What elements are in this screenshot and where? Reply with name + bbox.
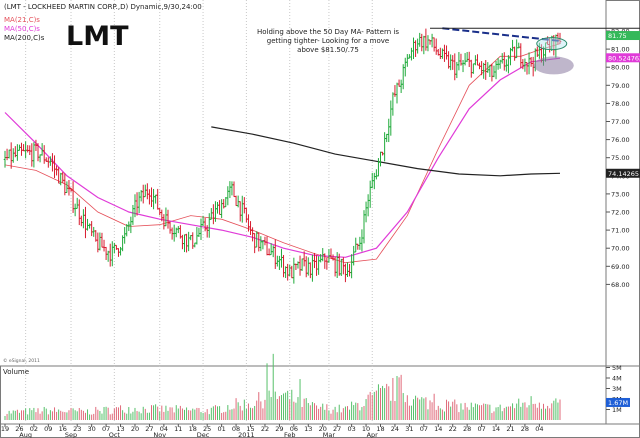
price-badge-label: 74.14265 (608, 170, 639, 178)
moving-averages (4, 43, 561, 264)
month-label: Mar (323, 431, 336, 438)
price-bars (3, 28, 562, 284)
date-tick-label: 04 (535, 425, 543, 433)
ma200-label: MA(200,C)s (4, 34, 45, 42)
date-tick-label: 06 (290, 425, 298, 433)
date-tick-label: 14 (492, 425, 500, 433)
date-tick-label: 27 (145, 425, 153, 433)
date-tick-label: 04 (160, 425, 168, 433)
price-tick-label: 77.00 (611, 118, 630, 126)
date-tick-label: 25 (203, 425, 211, 433)
date-tick-label: 22 (261, 425, 269, 433)
annotation-line-1: Holding above the 50 Day MA- Pattern is (257, 28, 399, 36)
chart-title: (LMT - LOCKHEED MARTIN CORP.,D) Dynamic,… (4, 3, 202, 11)
volume-label: Volume (3, 368, 29, 376)
ma-line-21 (4, 43, 561, 264)
volume-badge-label: 1.67M (608, 399, 628, 407)
price-tick-label: 73.00 (611, 190, 630, 198)
price-badge (606, 53, 640, 63)
date-tick-label: 13 (304, 425, 312, 433)
date-tick-label: 03 (347, 425, 355, 433)
price-tick-label: 80.00 (611, 64, 630, 72)
ma50-label: MA(50,C)s (4, 25, 40, 33)
volume-tick-label: 5M (612, 364, 622, 372)
price-tick-label: 79.00 (611, 82, 630, 90)
volume-tick-label: 4M (612, 375, 622, 383)
date-tick-label: 11 (174, 425, 182, 433)
price-tick-label: 78.00 (611, 100, 630, 108)
month-label: Nov (153, 431, 166, 438)
date-tick-label: 24 (391, 425, 399, 433)
month-label: Apr (367, 431, 379, 438)
price-badge-label: 80.524762 (608, 54, 640, 62)
copyright: © eSignal, 2011 (3, 357, 40, 364)
date-tick-label: 31 (405, 425, 413, 433)
date-tick-label: 18 (189, 425, 197, 433)
price-tick-label: 69.00 (611, 263, 630, 271)
volume-tick-label: 3M (612, 385, 622, 393)
date-tick-label: 26 (15, 425, 23, 433)
ticker-symbol: LMT (66, 21, 129, 52)
date-tick-label: 02 (30, 425, 38, 433)
ma-line-50 (4, 57, 561, 258)
date-tick-label: 01 (217, 425, 225, 433)
price-tick-label: 70.00 (611, 245, 630, 253)
month-label: 2011 (238, 431, 255, 438)
volume-tick-label: 1M (612, 406, 622, 414)
price-tick-label: 72.00 (611, 209, 630, 217)
date-axis: 19 26 02 09 16 23 30 07 13 20 27 04 11 18 25 01 08 15 22 29… (1, 424, 544, 438)
annotation-line-3: above $81.50/.75 (297, 46, 359, 54)
date-tick-label: 18 (376, 425, 384, 433)
month-label: Aug (19, 431, 32, 438)
month-label: Feb (284, 431, 296, 438)
month-label: Sep (65, 431, 77, 438)
date-tick-label: 28 (463, 425, 471, 433)
date-tick-label: 20 (319, 425, 327, 433)
volume-bars (4, 353, 561, 420)
date-tick-label: 07 (477, 425, 485, 433)
ma-support-highlight (533, 56, 574, 75)
date-tick-label: 07 (420, 425, 428, 433)
date-tick-label: 29 (275, 425, 283, 433)
pattern-annotations (442, 27, 574, 75)
date-tick-label: 08 (232, 425, 240, 433)
price-panel (0, 0, 606, 366)
date-tick-label: 16 (59, 425, 67, 433)
price-tick-label: 81.00 (611, 46, 630, 54)
date-tick-label: 27 (333, 425, 341, 433)
price-tick-label: 71.00 (611, 227, 630, 235)
date-tick-label: 07 (102, 425, 110, 433)
volume-badge (606, 397, 630, 407)
price-tick-label: 76.00 (611, 136, 630, 144)
date-tick-label: 23 (73, 425, 81, 433)
date-tick-label: 22 (449, 425, 457, 433)
date-tick-label: 19 (1, 425, 9, 433)
date-tick-label: 13 (116, 425, 124, 433)
date-tick-label: 28 (521, 425, 529, 433)
date-tick-label: 20 (131, 425, 139, 433)
ma-line-200 (211, 126, 561, 177)
month-label: Oct (109, 431, 121, 438)
price-badge (606, 168, 640, 178)
date-tick-label: 10 (362, 425, 370, 433)
date-tick-label: 14 (434, 425, 442, 433)
price-tick-label: 75.00 (611, 154, 630, 162)
price-axis: 82.0081.0080.0079.0078.0077.0076.0075.00… (430, 28, 640, 414)
date-tick-label: 21 (506, 425, 514, 433)
date-tick-label: 09 (44, 425, 52, 433)
month-label: Dec (197, 431, 210, 438)
ma21-label: MA(21,C)s (4, 16, 40, 24)
price-tick-label: 68.00 (611, 281, 630, 289)
date-tick-label: 30 (88, 425, 96, 433)
price-badge (606, 31, 640, 41)
date-tick-label: 15 (246, 425, 254, 433)
tight-range-highlight (536, 37, 568, 51)
annotation-line-2: getting tighter- Looking for a move (267, 37, 389, 45)
price-badge-label: 81.75 (608, 32, 627, 40)
